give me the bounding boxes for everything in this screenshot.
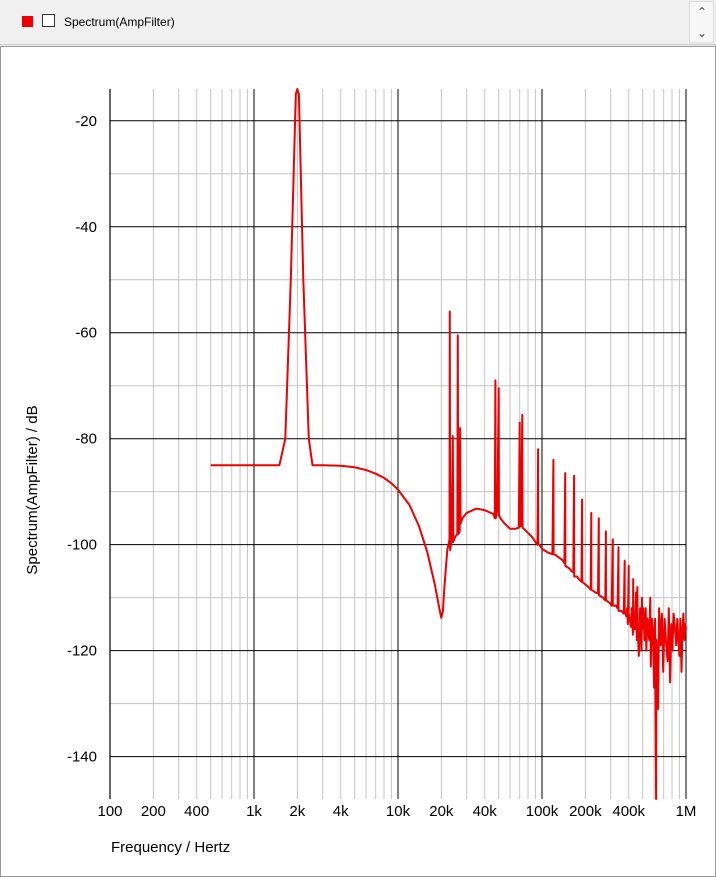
x-axis-title: Frequency / Hertz: [111, 839, 230, 856]
spectrum-trace[interactable]: [210, 88, 687, 800]
x-tick-label: 20k: [429, 803, 454, 820]
x-tick-label: 40k: [473, 803, 498, 820]
major-grid: [109, 89, 687, 799]
y-tick-label: -100: [67, 537, 97, 554]
x-tick-label: 200: [141, 803, 166, 820]
x-tick-label: 10k: [386, 803, 411, 820]
legend-bar: Spectrum(AmpFilter) ⌃ ⌄: [0, 0, 716, 45]
x-tick-label: 400: [184, 803, 209, 820]
x-axis-ticks: 100 200 400 1k 2k 4k 10k 20k 40k 100k 200k 400k 1M: [97, 803, 696, 820]
x-tick-label: 2k: [289, 803, 305, 820]
series-legend-label: Spectrum(AmpFilter): [64, 15, 175, 29]
y-tick-label: -80: [75, 431, 97, 448]
y-tick-label: -60: [75, 325, 97, 342]
x-tick-label: 4k: [333, 803, 349, 820]
x-tick-label: 1k: [246, 803, 262, 820]
y-tick-label: -20: [75, 113, 97, 130]
y-axis-ticks: -20 -40 -60 -80 -100 -120 -140: [67, 113, 97, 766]
y-axis-title: Spectrum(AmpFilter) / dB: [24, 405, 41, 574]
x-tick-label: 1M: [676, 803, 697, 820]
legend-scrollbar[interactable]: ⌃ ⌄: [689, 1, 714, 43]
series-visibility-checkbox[interactable]: [42, 14, 55, 27]
series-color-swatch[interactable]: [22, 16, 33, 27]
y-tick-label: -40: [75, 219, 97, 236]
minor-grid: [110, 89, 686, 799]
scroll-down-icon[interactable]: ⌄: [696, 26, 708, 40]
x-tick-label: 200k: [569, 803, 602, 820]
x-tick-label: 400k: [612, 803, 645, 820]
y-tick-label: -140: [67, 749, 97, 766]
spectrum-chart[interactable]: 100 200 400 1k 2k 4k 10k 20k 40k 100k 200k 400k 1M -…: [1, 47, 715, 876]
x-tick-label: 100: [97, 803, 122, 820]
y-tick-label: -120: [67, 643, 97, 660]
x-tick-label: 100k: [526, 803, 559, 820]
plot-area[interactable]: 100 200 400 1k 2k 4k 10k 20k 40k 100k 200k 400k 1M -…: [0, 46, 716, 877]
scroll-up-icon[interactable]: ⌃: [696, 5, 708, 19]
